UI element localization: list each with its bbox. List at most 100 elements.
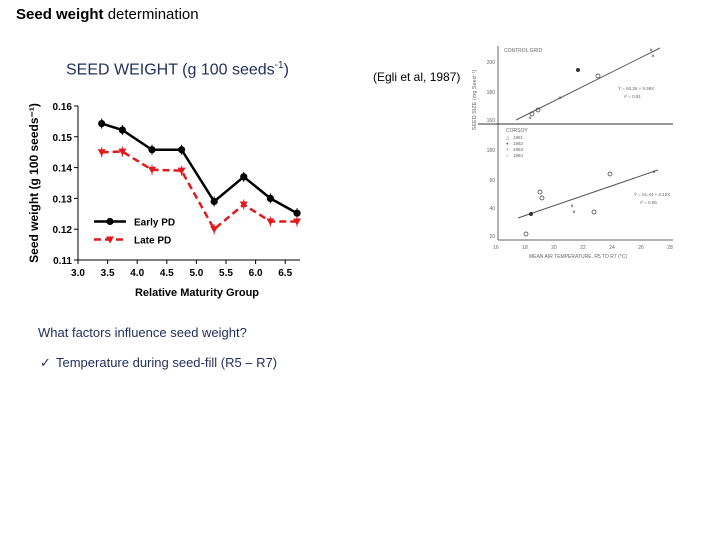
data-point-early	[178, 146, 186, 154]
ref-y-tick: 180	[487, 148, 496, 154]
ref-point	[576, 68, 580, 72]
x-tick-label: 3.5	[101, 268, 115, 279]
y-axis-label: Seed weight (g 100 seeds⁻¹)	[27, 103, 41, 263]
data-point-early	[98, 119, 106, 128]
data-point-late	[293, 218, 302, 226]
y-tick-label: 0.11	[53, 256, 72, 267]
ref-panel-title: CONTROL GRID	[504, 48, 543, 54]
chart-heading-main: SEED WEIGHT (g 100 seeds	[66, 61, 275, 79]
data-point-early	[266, 194, 274, 202]
data-point-late	[148, 166, 156, 174]
data-point-early	[118, 126, 126, 134]
slide-title-bold: Seed weight	[16, 6, 104, 23]
ref-point: ×	[649, 48, 653, 54]
citation: (Egli et al, 1987)	[373, 70, 461, 84]
data-point-late	[210, 226, 219, 234]
x-tick-label: 6.5	[278, 268, 292, 279]
y-tick-label: 0.12	[53, 225, 73, 236]
ref-x-label: MEAN AIR TEMPERATURE, R5 TO R7 (°C)	[529, 254, 627, 260]
ref-point	[523, 231, 529, 237]
question-text: What factors influence seed weight?	[38, 325, 247, 340]
data-point-early	[240, 173, 248, 181]
check-icon: ✓	[40, 355, 51, 370]
ref-point	[535, 107, 541, 113]
ref-y-tick: 200	[487, 60, 496, 66]
legend-marker	[106, 236, 114, 244]
x-tick-label: 4.5	[160, 268, 174, 279]
ref-point: ×	[558, 96, 562, 102]
ref-y-tick: 180	[487, 90, 496, 96]
ref-eq-bottom: Ŷ = 51.44 + 3.10X	[634, 191, 670, 197]
ref-y-tick: 40	[489, 206, 495, 212]
y-tick-label: 0.13	[53, 194, 73, 205]
legend-label: Late PD	[134, 236, 171, 247]
ref-x-tick: 18	[522, 245, 528, 251]
x-tick-label: 4.0	[130, 268, 144, 279]
ref-regression-top	[515, 47, 661, 121]
ref-x-tick: 16	[493, 245, 499, 251]
data-point-early	[148, 146, 156, 154]
series-line-early	[101, 122, 298, 215]
slide-title: Seed weight determination	[16, 6, 199, 23]
ref-point: ×	[528, 116, 532, 122]
ref-x-tick: 28	[667, 245, 673, 251]
x-tick-label: 5.5	[219, 268, 233, 279]
ref-y-tick: 60	[489, 178, 495, 184]
ref-point	[607, 171, 613, 177]
ref-point	[595, 73, 601, 79]
data-point-early	[293, 209, 301, 217]
ref-legend-label: 1984	[513, 153, 524, 158]
ref-x-tick: 22	[580, 245, 586, 251]
ref-legend-symbol: △	[506, 135, 510, 140]
ref-point	[537, 189, 543, 195]
ref-point: ×	[572, 210, 576, 216]
ref-legend-symbol: ×	[506, 147, 509, 152]
ref-y-tick: 160	[487, 118, 496, 124]
ref-point	[539, 195, 545, 201]
egli-reference-figure: CONTROL GRID SEED SIZE (mg Seed⁻¹) 200 180 1…	[472, 46, 673, 260]
x-tick-label: 6.0	[249, 268, 263, 279]
chart-heading-sup: -1	[274, 60, 284, 71]
data-point-late	[177, 167, 186, 175]
ref-eq-top: Ŷ = 60.26 + 5.59X	[618, 85, 654, 91]
x-axis-label: Relative Maturity Group	[135, 287, 259, 299]
slide-title-rest: determination	[103, 6, 199, 23]
data-point-late	[97, 149, 106, 157]
ref-point: ×	[651, 54, 655, 60]
data-point-late	[266, 218, 275, 226]
ref-y-label: SEED SIZE (mg Seed⁻¹)	[472, 69, 478, 130]
ref-x-tick: 26	[638, 245, 644, 251]
x-tick-label: 5.0	[189, 268, 203, 279]
y-tick-label: 0.16	[53, 102, 73, 113]
data-point-late	[118, 148, 127, 156]
legend-marker	[106, 217, 114, 226]
ref-point	[591, 209, 597, 215]
ref-legend-symbol: ●	[506, 141, 509, 146]
chart-heading-close: )	[283, 61, 289, 79]
ref-r2-top: r² = 0.91	[624, 94, 641, 99]
data-point-late	[239, 201, 248, 209]
ref-point	[529, 111, 535, 117]
legend-label: Early PD	[134, 218, 175, 229]
ref-legend-label: 1983	[513, 147, 524, 152]
ref-x-tick: 20	[551, 245, 557, 251]
ref-legend-label: 1982	[513, 141, 524, 146]
ref-legend-label: 1981	[513, 135, 524, 140]
y-tick-label: 0.14	[53, 164, 73, 175]
chart-heading: SEED WEIGHT (g 100 seeds-1)	[66, 60, 289, 79]
ref-legend-symbol: ○	[506, 153, 509, 158]
ref-legend-title: CORSOY	[506, 128, 528, 134]
data-point-early	[210, 197, 218, 206]
bullet-text: Temperature during seed-fill (R5 – R7)	[56, 355, 278, 370]
y-tick-label: 0.15	[53, 133, 73, 144]
bullet-item: ✓ Temperature during seed-fill (R5 – R7)	[40, 355, 277, 371]
ref-y-tick: 20	[489, 234, 495, 240]
ref-point: ×	[652, 170, 656, 176]
ref-regression-bottom	[517, 169, 659, 219]
ref-x-tick: 24	[609, 245, 615, 251]
series-line-late	[101, 150, 298, 232]
seed-weight-chart: 0.11 0.12 0.13 0.14 0.15 0.16 3.0 3.5 4.0 4.5 5.0 5…	[27, 102, 302, 299]
ref-r2-bottom: r² = 0.85	[640, 200, 657, 205]
ref-point: ×	[570, 204, 574, 210]
x-tick-label: 3.0	[71, 268, 85, 279]
